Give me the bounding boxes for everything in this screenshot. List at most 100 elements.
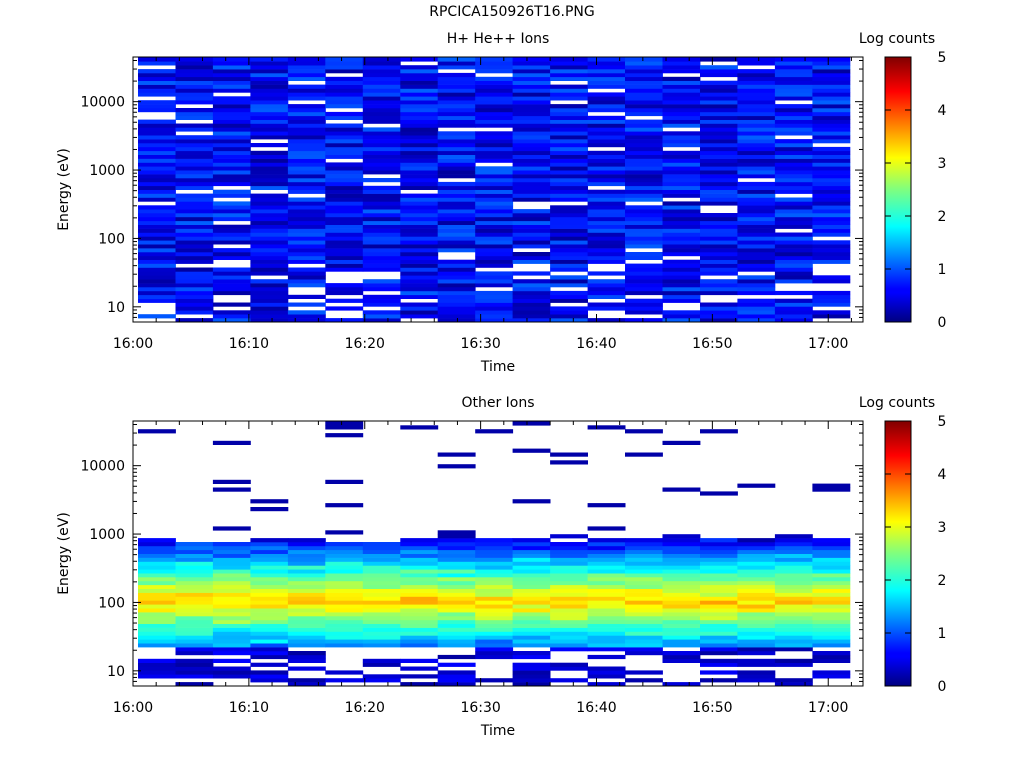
heatmap-cell [774, 131, 813, 136]
heatmap-cell [662, 232, 701, 237]
heatmap-cell [287, 569, 326, 574]
heatmap-cell [662, 287, 701, 292]
heatmap-cell [212, 283, 251, 288]
heatmap-cell [587, 561, 626, 566]
heatmap-cell [737, 627, 776, 632]
heatmap-cell [512, 178, 551, 183]
heatmap-cell [587, 588, 626, 593]
heatmap-cell [700, 596, 738, 601]
heatmap-cell [625, 88, 663, 93]
heatmap-cell [774, 310, 813, 315]
heatmap-cell [475, 216, 514, 222]
heatmap-cell [287, 135, 326, 140]
heatmap-cell [175, 580, 214, 586]
heatmap-cell [138, 643, 176, 648]
heatmap-cell [475, 549, 514, 554]
heatmap-cell [587, 181, 626, 187]
heatmap-cell [812, 298, 851, 303]
heatmap-cell [400, 290, 439, 296]
heatmap-cell [625, 584, 663, 589]
heatmap-cell [287, 549, 326, 554]
heatmap-cell [212, 88, 251, 93]
heatmap-cell [250, 298, 289, 303]
heatmap-cell [400, 267, 439, 272]
heatmap-cell [325, 80, 364, 85]
heatmap-cell [437, 279, 476, 284]
heatmap-cell [512, 150, 551, 155]
heatmap-cell [512, 220, 551, 225]
heatmap-cell [287, 592, 326, 597]
heatmap-cell [175, 185, 214, 190]
heatmap-cell [512, 84, 551, 89]
heatmap-cell [325, 263, 364, 268]
heatmap-cell [700, 111, 738, 117]
heatmap-cell [662, 604, 701, 609]
heatmap-cell [212, 545, 251, 551]
heatmap-cell [774, 542, 813, 547]
x-tick-label: 16:10 [229, 700, 269, 716]
heatmap-cell [625, 104, 663, 109]
x-tick-label: 16:30 [460, 336, 500, 352]
heatmap-cell [700, 588, 738, 593]
heatmap-cell [138, 287, 176, 292]
heatmap-cell [400, 216, 439, 222]
heatmap-cell [475, 220, 514, 225]
heatmap-cell [325, 287, 364, 292]
heatmap-cell [362, 302, 401, 307]
heatmap-cell [287, 92, 326, 97]
heatmap-cell [175, 577, 214, 582]
heatmap-cell [475, 80, 514, 85]
heatmap-cell [287, 623, 326, 628]
heatmap-cell [812, 92, 851, 97]
heatmap-cell [662, 294, 701, 299]
heatmap-cell [437, 135, 476, 140]
heatmap-cell [662, 236, 701, 241]
heatmap-cell [437, 150, 476, 155]
heatmap-cell [587, 577, 626, 582]
heatmap-cell [287, 236, 326, 241]
heatmap-cell [550, 604, 588, 609]
y-tick-label: 100 [98, 595, 125, 611]
heatmap-cell [812, 545, 851, 551]
heatmap-cell [774, 123, 813, 128]
heatmap-cell [362, 608, 401, 613]
heatmap-cell [737, 306, 776, 311]
heatmap-cell [512, 193, 551, 198]
heatmap-cell [587, 612, 626, 617]
heatmap-cell [512, 166, 551, 171]
heatmap-cell [175, 627, 214, 632]
heatmap-cell [700, 197, 738, 202]
heatmap-cell [212, 647, 251, 652]
heatmap-cell [625, 631, 663, 636]
heatmap-cell [625, 616, 663, 621]
heatmap-cell [138, 100, 176, 105]
heatmap-cell [700, 279, 738, 284]
heatmap-cell [475, 612, 514, 617]
heatmap-cell [550, 612, 588, 617]
heatmap-cell [700, 584, 738, 589]
heatmap-cell [212, 240, 251, 245]
heatmap-cell [287, 267, 326, 272]
heatmap-cell [400, 612, 439, 617]
heatmap-cell [812, 115, 851, 120]
heatmap-cell [587, 503, 626, 508]
heatmap-cell [512, 252, 551, 257]
heatmap-cell [587, 154, 626, 159]
heatmap-cell [550, 561, 588, 566]
heatmap-cell [512, 80, 551, 85]
heatmap-cell [662, 216, 701, 222]
heatmap-cell [512, 318, 551, 323]
heatmap-cell [662, 623, 701, 628]
heatmap-cell [662, 592, 701, 597]
heatmap-cell [812, 135, 851, 140]
heatmap-cell [774, 127, 813, 132]
heatmap-cell [138, 596, 176, 601]
heatmap-cell [437, 213, 476, 218]
heatmap-cell [700, 283, 738, 288]
heatmap-cell [550, 588, 588, 593]
heatmap-cell [512, 604, 551, 609]
heatmap-cell [437, 580, 476, 586]
heatmap-cell [175, 553, 214, 558]
heatmap-cell [662, 205, 701, 210]
heatmap-cell [700, 553, 738, 558]
